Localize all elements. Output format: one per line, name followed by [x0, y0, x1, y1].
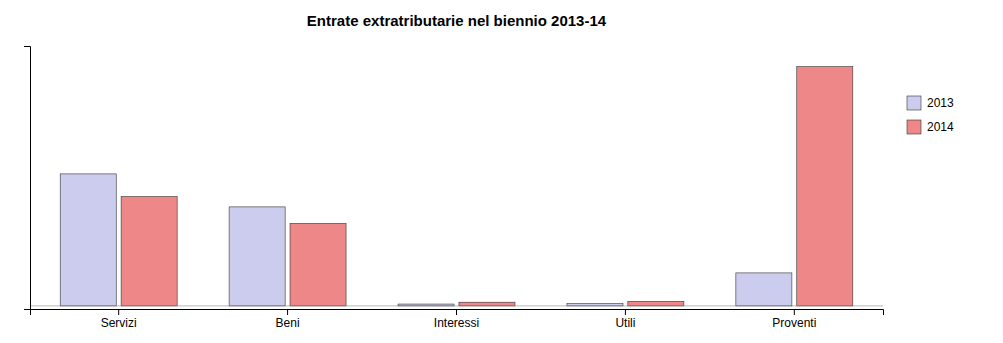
bar [459, 302, 515, 306]
series [60, 174, 792, 306]
y-axis-line [24, 47, 31, 310]
x-tick-mark [794, 309, 795, 315]
legend-label: 2013 [927, 96, 954, 110]
x-tick: Servizi [101, 309, 137, 330]
title: Entrate extratributarie nel biennio 2013… [307, 12, 607, 29]
x-axis-line [31, 310, 884, 316]
x-tick-label: Servizi [101, 316, 137, 330]
legend-swatch [907, 96, 921, 110]
bar [121, 197, 177, 306]
legend-swatch [907, 120, 921, 134]
bar [628, 301, 684, 306]
bar [60, 174, 116, 306]
bars [60, 67, 853, 306]
legend: 2013 2014 [907, 96, 954, 134]
x-tick-label: Beni [276, 316, 300, 330]
legend-item: 2013 [907, 96, 954, 110]
y-axis [24, 47, 31, 310]
bar [290, 223, 346, 306]
bar [567, 304, 623, 306]
legend-label: 2014 [927, 120, 954, 134]
plot: Servizi Beni Interessi Utili Proventi [24, 47, 884, 330]
series [121, 67, 853, 306]
x-axis: Servizi Beni Interessi Utili Proventi [31, 309, 884, 330]
x-tick-label: Proventi [772, 316, 816, 330]
chart: Entrate extratributarie nel biennio 2013… [0, 0, 1003, 343]
x-tick-mark [118, 309, 119, 315]
x-tick-mark [456, 309, 457, 315]
x-tick-label: Utili [615, 316, 635, 330]
x-tick: Interessi [434, 309, 479, 330]
x-tick: Proventi [772, 309, 816, 330]
bar [797, 67, 853, 306]
x-tick-mark [625, 309, 626, 315]
x-tick: Beni [276, 309, 300, 330]
baseline [30, 305, 883, 306]
x-tick: Utili [615, 309, 635, 330]
bar [229, 207, 285, 306]
legend-item: 2014 [907, 120, 954, 134]
bar [736, 273, 792, 306]
x-tick-label: Interessi [434, 316, 479, 330]
x-tick-mark [287, 309, 288, 315]
